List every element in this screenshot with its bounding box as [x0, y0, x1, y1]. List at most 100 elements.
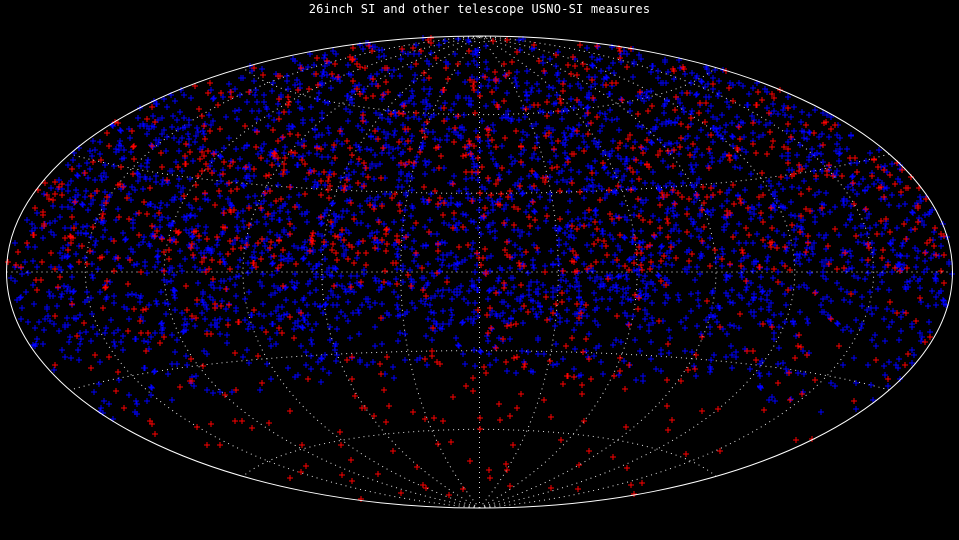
data-point: [34, 287, 40, 293]
data-point: [797, 309, 803, 315]
data-point: [412, 72, 418, 78]
data-point: [244, 173, 250, 179]
data-point: [580, 349, 586, 355]
data-point: [591, 290, 597, 296]
data-point: [551, 101, 557, 107]
data-point: [368, 134, 374, 140]
data-point: [18, 294, 24, 300]
data-point: [242, 317, 248, 323]
data-point: [794, 152, 800, 158]
data-point: [686, 247, 692, 253]
data-point: [607, 287, 613, 293]
data-point: [158, 200, 164, 206]
data-point: [183, 283, 189, 289]
data-point: [633, 157, 639, 163]
data-point: [604, 252, 610, 258]
data-point: [707, 150, 713, 156]
data-point: [483, 370, 489, 376]
data-point: [319, 73, 325, 79]
data-point: [493, 357, 499, 363]
data-point: [440, 287, 446, 293]
data-point: [555, 138, 561, 144]
data-point: [326, 195, 332, 201]
data-point: [400, 49, 406, 55]
data-point: [801, 135, 807, 141]
data-point: [267, 152, 273, 158]
data-point: [106, 354, 112, 360]
data-point: [437, 137, 443, 143]
data-point: [468, 218, 474, 224]
data-point: [904, 279, 910, 285]
data-point: [115, 369, 121, 375]
data-point: [351, 216, 357, 222]
data-point: [115, 182, 121, 188]
data-point: [414, 464, 420, 470]
data-point: [275, 101, 281, 107]
data-point: [798, 191, 804, 197]
data-point: [124, 306, 130, 312]
data-point: [372, 300, 378, 306]
data-point: [785, 139, 791, 145]
data-point: [662, 59, 668, 65]
data-point: [571, 366, 577, 372]
data-point: [475, 169, 481, 175]
data-point: [391, 67, 397, 73]
data-point: [613, 80, 619, 86]
data-point: [574, 301, 580, 307]
data-point: [174, 117, 180, 123]
data-point: [381, 129, 387, 135]
data-point: [442, 38, 448, 44]
data-point: [832, 383, 838, 389]
data-point: [791, 104, 797, 110]
data-point: [379, 284, 385, 290]
data-point: [143, 306, 149, 312]
data-point: [431, 273, 437, 279]
data-point: [933, 302, 939, 308]
data-point: [498, 191, 504, 197]
data-point: [420, 99, 426, 105]
data-point: [141, 338, 147, 344]
data-point: [922, 250, 928, 256]
data-point: [254, 116, 260, 122]
data-point: [559, 299, 565, 305]
data-point: [750, 348, 756, 354]
data-point: [471, 316, 477, 322]
data-point: [630, 74, 636, 80]
data-point: [639, 267, 645, 273]
data-point: [525, 349, 531, 355]
data-point: [92, 177, 98, 183]
data-point: [623, 143, 629, 149]
data-point: [708, 185, 714, 191]
data-point: [379, 237, 385, 243]
data-point: [131, 156, 137, 162]
data-point: [98, 157, 104, 163]
data-point: [647, 266, 653, 272]
data-point: [710, 207, 716, 213]
data-point: [360, 112, 366, 118]
data-point: [758, 306, 764, 312]
data-point: [518, 391, 524, 397]
data-point: [328, 288, 334, 294]
data-point: [796, 332, 802, 338]
data-point: [47, 318, 53, 324]
data-point: [258, 155, 264, 161]
data-point: [335, 234, 341, 240]
data-point: [532, 209, 538, 215]
data-point: [919, 218, 925, 224]
data-point: [531, 208, 537, 214]
data-point: [135, 178, 141, 184]
data-point: [589, 54, 595, 60]
data-point: [326, 370, 332, 376]
data-point: [614, 313, 620, 319]
data-point: [804, 352, 810, 358]
data-point: [466, 288, 472, 294]
data-point: [250, 324, 256, 330]
data-point: [658, 278, 664, 284]
data-point: [94, 331, 100, 337]
data-point: [564, 318, 570, 324]
data-point: [451, 289, 457, 295]
data-point: [267, 336, 273, 342]
data-point: [559, 109, 565, 115]
data-point: [581, 195, 587, 201]
data-point: [644, 162, 650, 168]
